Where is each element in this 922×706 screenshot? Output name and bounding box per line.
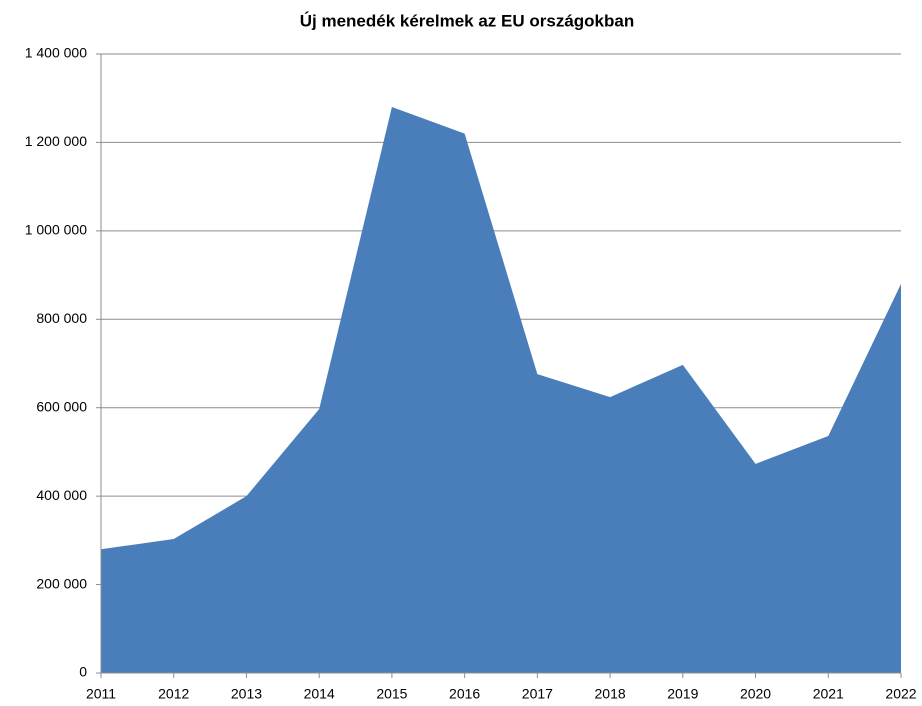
x-tick-label: 2020	[740, 686, 771, 702]
y-tick-label: 600 000	[36, 398, 87, 414]
y-tick-label: 400 000	[36, 487, 87, 503]
x-tick-label: 2011	[86, 686, 116, 702]
x-tick-label: 2014	[304, 686, 335, 702]
x-tick-label: 2012	[158, 686, 189, 702]
y-tick-label: 200 000	[36, 575, 87, 591]
y-tick-label: 1 400 000	[25, 45, 87, 61]
x-tick-label: 2013	[231, 686, 262, 702]
x-tick-label: 2017	[522, 686, 553, 702]
area	[101, 107, 901, 674]
x-tick-label: 2022	[885, 686, 916, 702]
chart-title: Új menedék kérelmek az EU országokban	[300, 11, 634, 30]
x-tick-label: 2018	[595, 686, 626, 702]
y-tick-label: 800 000	[36, 310, 87, 326]
y-tick-label: 0	[79, 664, 87, 680]
x-tick-label: 2021	[813, 686, 844, 702]
x-tick-label: 2019	[667, 686, 698, 702]
x-tick-label: 2015	[376, 686, 407, 702]
y-tick-label: 1 000 000	[25, 222, 87, 238]
x-tick-label: 2016	[449, 686, 480, 702]
y-tick-label: 1 200 000	[25, 133, 87, 149]
